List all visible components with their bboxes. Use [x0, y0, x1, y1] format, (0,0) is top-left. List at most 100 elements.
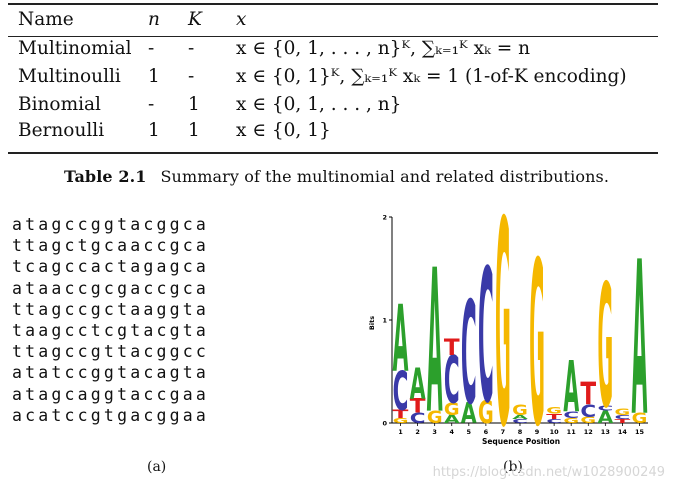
logo-letter-g: G — [529, 213, 545, 455]
logo-letter-t: T — [580, 377, 596, 412]
logo-letter-a: A — [632, 217, 648, 455]
logo-xtick-label: 15 — [635, 428, 645, 436]
logo-xtick-label: 4 — [449, 428, 454, 436]
table-header-rule — [8, 36, 658, 37]
logo-xtick-label: 11 — [567, 428, 577, 436]
watermark: https://blog.csdn.net/w1028900249 — [432, 465, 665, 480]
logo-letter-c: C — [478, 230, 494, 443]
row-n: - — [148, 94, 155, 115]
logo-ylabel: Bits — [368, 316, 376, 330]
logo-letter-g: G — [597, 250, 613, 447]
logo-letter-g: G — [444, 400, 460, 420]
logo-xlabel: Sequence Position — [482, 437, 560, 446]
row-name: Multinoulli — [18, 66, 121, 87]
logo-letter-g: G — [478, 395, 494, 431]
header-x: x — [236, 9, 247, 30]
logo-xtick-label: 2 — [415, 428, 420, 436]
sequence-row: ttagccgttacggcc — [12, 342, 210, 362]
row-x: x ∈ {0, 1}ᴷ, ∑ₖ₌₁ᴷ xₖ = 1 (1-of-K encodi… — [236, 66, 627, 87]
logo-letter-c: C — [597, 404, 613, 412]
logo-letter-c: C — [546, 418, 562, 425]
logo-xtick-label: 7 — [501, 428, 506, 436]
logo-letter-c: C — [444, 343, 460, 418]
logo-letter-c: C — [580, 401, 596, 421]
sequence-row: ttagccgctaaggta — [12, 299, 210, 319]
logo-xtick-label: 13 — [601, 428, 610, 436]
logo-ytick-label: 0 — [382, 420, 387, 428]
logo-letter-a: A — [444, 413, 460, 426]
sequence-row: acatccgtgacggaa — [12, 405, 210, 425]
logo-xtick-label: 6 — [484, 428, 489, 436]
logo-letter-c: C — [615, 413, 631, 420]
logo-letter-a: A — [461, 397, 477, 430]
logo-letter-g: G — [580, 416, 596, 426]
logo-letter-t: T — [444, 335, 460, 361]
logo-ytick-label: 1 — [382, 317, 387, 325]
sequence-row: taagcctcgtacgta — [12, 321, 210, 341]
sequence-row: atagccggtacggca — [12, 215, 210, 234]
logo-xtick-label: 12 — [584, 428, 593, 436]
table-top-rule — [8, 3, 658, 5]
logo-letter-a: A — [512, 414, 528, 421]
logo-letter-t: T — [410, 395, 426, 418]
table-caption: Table 2.1 Summary of the multinomial and … — [0, 167, 673, 186]
header-n: n — [148, 9, 160, 30]
logo-letter-c: C — [461, 271, 477, 436]
logo-xtick-label: 14 — [618, 428, 628, 436]
row-x: x ∈ {0, 1, . . . , n}ᴷ, ∑ₖ₌₁ᴷ xₖ = n — [236, 38, 530, 59]
row-x: x ∈ {0, 1} — [236, 120, 331, 141]
logo-xtick-label: 10 — [550, 428, 560, 436]
table-bottom-rule — [8, 152, 658, 154]
header-name: Name — [18, 9, 74, 30]
logo-xtick-label: 5 — [467, 428, 472, 436]
sequence-row: tcagccactagagca — [12, 257, 210, 277]
row-n: - — [148, 38, 155, 59]
logo-letter-g: G — [615, 407, 631, 417]
logo-letter-t: T — [615, 418, 631, 425]
logo-letter-a: A — [563, 348, 579, 430]
logo-xtick-label: 8 — [518, 428, 523, 436]
logo-letter-g: G — [512, 401, 528, 418]
row-name: Multinomial — [18, 38, 132, 59]
logo-letter-g: G — [495, 205, 511, 455]
logo-letter-a: A — [597, 409, 613, 428]
logo-letter-c: C — [512, 418, 528, 425]
logo-xtick-label: 9 — [535, 428, 540, 436]
sequence-row: ataaccgcgaccgca — [12, 278, 210, 298]
row-k: 1 — [188, 94, 200, 115]
logo-letter-g: G — [546, 406, 562, 416]
logo-letter-a: A — [410, 359, 426, 409]
row-name: Bernoulli — [18, 120, 105, 141]
row-k: 1 — [188, 120, 200, 141]
row-name: Binomial — [18, 94, 101, 115]
logo-letter-c: C — [563, 410, 579, 420]
logo-letter-a: A — [393, 285, 409, 393]
logo-xtick-label: 3 — [432, 428, 437, 436]
logo-letter-a: A — [427, 229, 443, 455]
logo-letter-c: C — [393, 360, 409, 423]
panel-b-label: (b) — [503, 459, 523, 475]
logo-letter-g: G — [427, 408, 443, 428]
row-x: x ∈ {0, 1, . . . , n} — [236, 94, 402, 115]
logo-letter-t: T — [393, 408, 410, 421]
caption-label: Table 2.1 — [63, 167, 147, 186]
sequence-row: atagcaggtaccgaa — [12, 384, 210, 404]
row-n: 1 — [148, 120, 160, 141]
panel-a-label: (a) — [147, 459, 167, 475]
logo-letter-c: C — [410, 411, 426, 427]
logo-letter-g: G — [632, 410, 648, 427]
caption-text: Summary of the multinomial and related d… — [160, 167, 610, 186]
row-n: 1 — [148, 66, 160, 87]
row-k: - — [188, 66, 195, 87]
logo-letter-t: T — [546, 413, 562, 421]
logo-xtick-label: 1 — [398, 428, 403, 436]
distribution-table: Name n K x Multinomial - - x ∈ {0, 1, . … — [8, 2, 661, 162]
row-k: - — [188, 38, 195, 59]
logo-letter-g: G — [563, 417, 579, 425]
sequence-alignment: atagccggtacggca ttagctgcaaccgca tcagccac… — [12, 214, 209, 426]
sequence-row: atatccggtacagta — [12, 363, 210, 383]
sequence-row: ttagctgcaaccgca — [12, 236, 210, 256]
